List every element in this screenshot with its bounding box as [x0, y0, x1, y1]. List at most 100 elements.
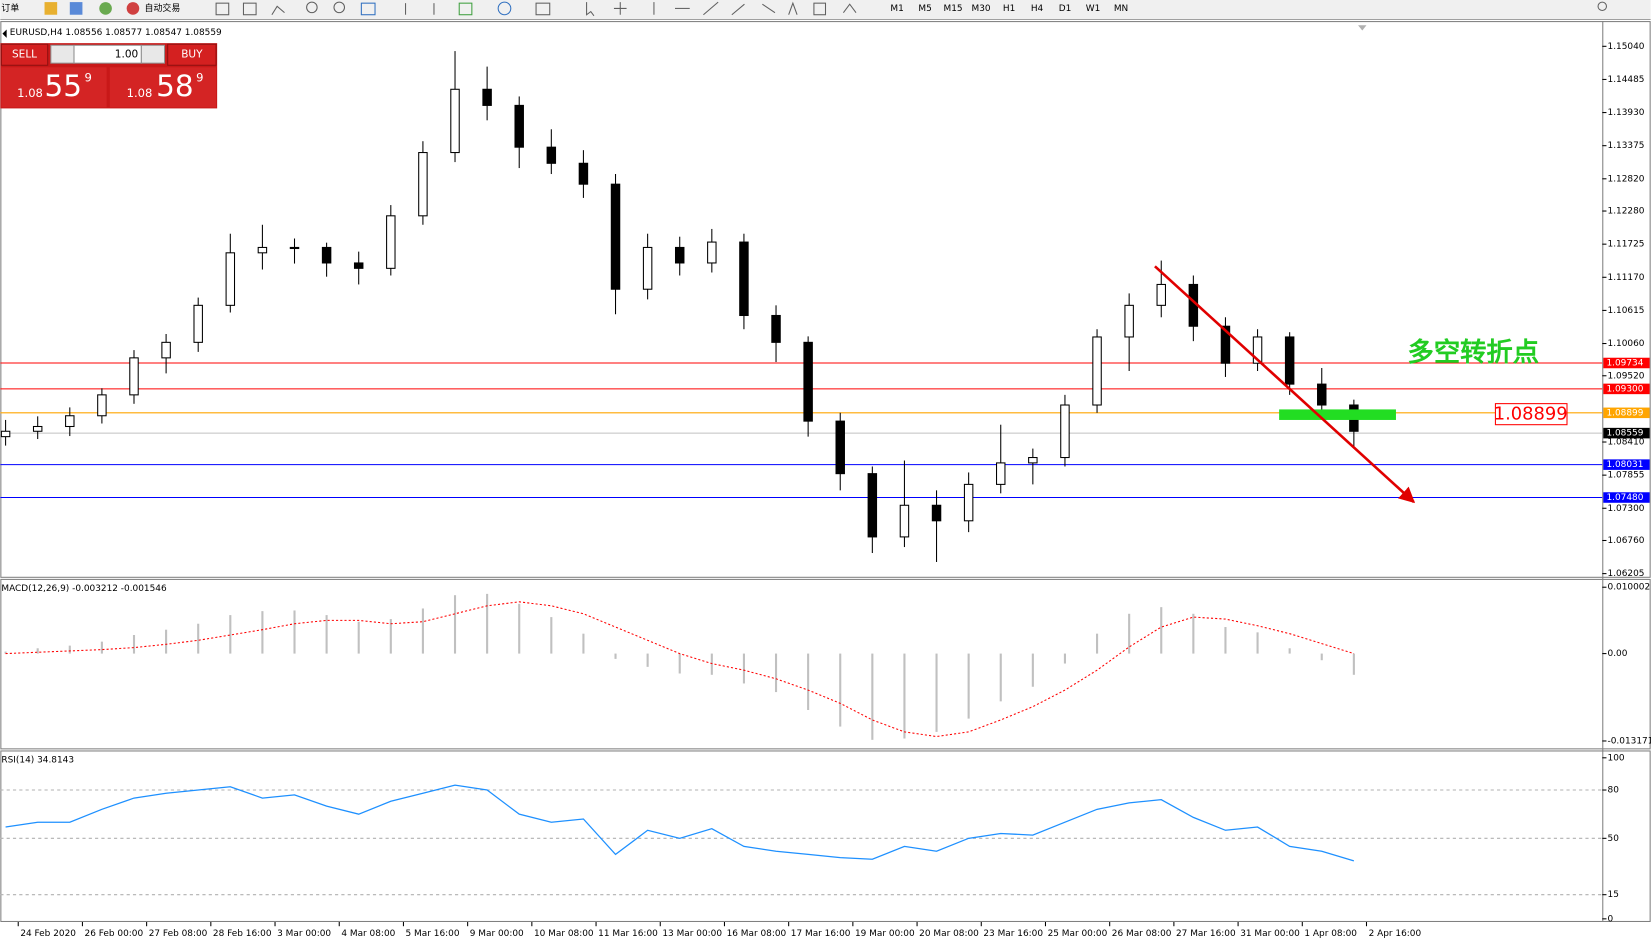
title-arrow [2, 29, 7, 38]
y-tick-label: 1.15040 [1608, 42, 1645, 52]
sell-price-box[interactable] [1, 67, 107, 108]
macd-bar [999, 653, 1002, 702]
icon[interactable] [306, 1, 318, 14]
x-tick-label: 19 Mar 00:00 [855, 929, 915, 939]
y-tick-label: 1.06205 [1608, 569, 1645, 579]
auto-trading-button[interactable]: 自动交易 [145, 2, 181, 14]
macd-bar [293, 610, 296, 654]
icon[interactable] [813, 2, 827, 16]
order-button[interactable]: 订单 [1, 2, 19, 14]
candle-body [97, 394, 107, 417]
candle-body [1092, 336, 1102, 406]
macd-bar [453, 595, 457, 654]
x-tick-label: 27 Feb 08:00 [149, 929, 208, 939]
y-tick-label: 15 [1608, 890, 1619, 900]
rsi-line [5, 784, 1355, 862]
sell-label[interactable]: SELL [12, 49, 37, 61]
candle-body [353, 262, 364, 269]
y-tick-label: -0.013171 [1608, 736, 1651, 746]
x-tick-label: 9 Mar 00:00 [470, 929, 524, 939]
macd-panel [0, 578, 1651, 750]
icon[interactable] [333, 1, 346, 14]
macd-bar [1192, 613, 1195, 654]
candle-body [771, 314, 781, 343]
macd-bar [967, 653, 970, 719]
level-tag [1603, 492, 1650, 503]
icon[interactable] [215, 2, 230, 16]
candle-body [321, 246, 332, 264]
icon[interactable] [99, 2, 112, 15]
candle-body [65, 415, 75, 428]
trade-panel: SELL 1.00 BUY 1.08 55 9 1.08 58 9 [0, 43, 218, 109]
icon[interactable] [535, 2, 551, 16]
chart-title: EURUSD,H4 1.08556 1.08577 1.08547 1.0855… [10, 28, 222, 38]
auto-trading-icon[interactable] [126, 2, 140, 15]
x-tick-label: 25 Mar 00:00 [1048, 929, 1108, 939]
timeframe-button[interactable]: H4 [1031, 4, 1044, 14]
icon[interactable] [842, 3, 857, 13]
buy-button[interactable] [167, 43, 217, 66]
timeframe-button[interactable]: M15 [944, 4, 963, 14]
timeframe-button[interactable]: D1 [1059, 4, 1072, 14]
level-label: 1.08899 [1494, 404, 1568, 425]
candle-body [642, 246, 653, 290]
candle-body [867, 473, 878, 538]
icon[interactable] [788, 1, 798, 15]
x-tick-label: 13 Mar 00:00 [662, 929, 722, 939]
y-tick-label: 1.14485 [1608, 75, 1645, 85]
macd-bar [774, 653, 778, 693]
candle-body [129, 357, 139, 396]
macd-bar [486, 593, 489, 654]
lot-up[interactable] [140, 44, 166, 64]
candle-body [707, 241, 717, 264]
icon[interactable] [69, 2, 83, 15]
icon[interactable] [44, 2, 58, 15]
timeframe-button[interactable]: M30 [972, 4, 991, 14]
icon[interactable] [271, 5, 285, 16]
icon[interactable] [497, 1, 512, 16]
candle-body [450, 88, 460, 154]
icon[interactable] [360, 2, 376, 16]
timeframe-button[interactable]: W1 [1086, 4, 1101, 14]
icon[interactable] [703, 1, 719, 16]
buy-label[interactable]: BUY [181, 49, 203, 61]
x-tick-label: 20 Mar 08:00 [919, 929, 979, 939]
icon[interactable] [458, 2, 473, 16]
timeframe-button[interactable]: M5 [918, 4, 931, 14]
level-tag [1603, 427, 1650, 439]
level-tag-label: 1.09734 [1606, 358, 1643, 368]
macd-bar [582, 633, 585, 654]
candle-body [1156, 283, 1166, 306]
candle-body [674, 246, 685, 264]
timeframe-button[interactable]: M1 [890, 4, 903, 14]
macd-bar [100, 641, 103, 654]
candle-body [899, 504, 910, 538]
macd-bar [871, 653, 874, 740]
macd-bar [903, 653, 906, 739]
candle-body [1317, 383, 1327, 406]
icon[interactable] [242, 2, 257, 16]
lot-value[interactable]: 1.00 [115, 49, 138, 61]
timeframe-button[interactable]: H1 [1003, 4, 1015, 14]
macd-bar [614, 653, 617, 659]
lot-down[interactable] [50, 44, 75, 64]
icon[interactable] [613, 2, 627, 15]
buy-price-box[interactable] [109, 67, 217, 108]
macd-bar [1256, 632, 1259, 654]
candle-body [610, 183, 621, 290]
icon[interactable] [731, 3, 745, 16]
sell-button[interactable] [0, 43, 49, 66]
y-tick-label: 50 [1608, 834, 1620, 844]
sell-price-big: 1.08 [17, 86, 43, 100]
icon[interactable] [586, 2, 595, 17]
macd-bar [197, 623, 200, 654]
search-icon[interactable] [1597, 1, 1607, 12]
icon[interactable] [762, 3, 776, 14]
tool-icons [215, 1, 1607, 17]
x-tick-label: 31 Mar 00:00 [1240, 929, 1300, 939]
candle-body [225, 252, 236, 306]
level-tag [1603, 459, 1650, 470]
timeframe-button[interactable]: MN [1114, 4, 1128, 14]
